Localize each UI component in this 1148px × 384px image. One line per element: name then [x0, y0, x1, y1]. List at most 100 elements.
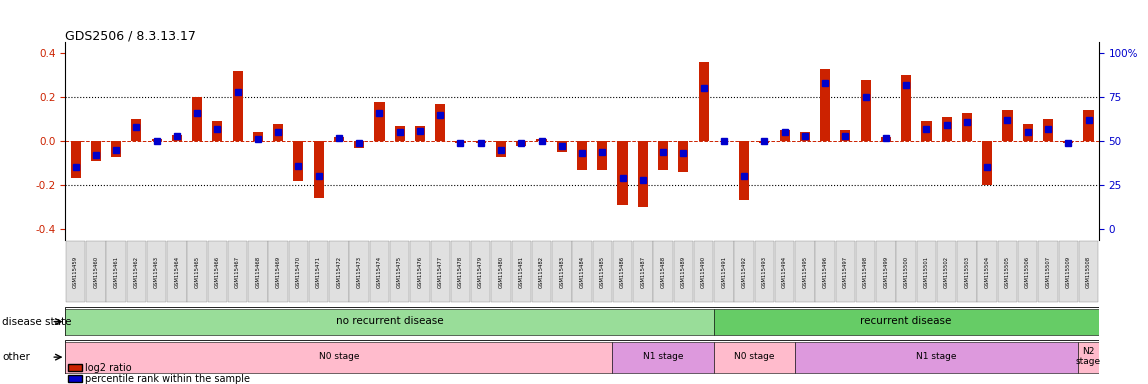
FancyBboxPatch shape — [815, 241, 835, 302]
Text: GSM115480: GSM115480 — [498, 256, 504, 288]
Text: GSM115462: GSM115462 — [134, 256, 139, 288]
Text: GSM115460: GSM115460 — [93, 256, 99, 288]
FancyBboxPatch shape — [65, 307, 1099, 336]
Bar — [861, 79, 870, 141]
Text: GSM115488: GSM115488 — [660, 256, 666, 288]
FancyBboxPatch shape — [269, 241, 288, 302]
FancyBboxPatch shape — [633, 241, 652, 302]
FancyBboxPatch shape — [187, 241, 207, 302]
Bar — [1042, 119, 1053, 141]
Bar — [941, 117, 952, 141]
Text: log2 ratio: log2 ratio — [85, 363, 132, 373]
FancyBboxPatch shape — [836, 241, 855, 302]
Text: N0 stage: N0 stage — [734, 352, 775, 361]
Bar — [435, 104, 445, 141]
Bar — [901, 75, 912, 141]
FancyBboxPatch shape — [471, 241, 490, 302]
Text: N1 stage: N1 stage — [643, 352, 683, 361]
Bar — [557, 141, 567, 152]
Text: GSM115459: GSM115459 — [73, 256, 78, 288]
Text: percentile rank within the sample: percentile rank within the sample — [85, 374, 250, 384]
Text: GSM115492: GSM115492 — [742, 256, 746, 288]
Text: GSM115491: GSM115491 — [721, 256, 727, 288]
Bar — [395, 126, 405, 141]
FancyBboxPatch shape — [410, 241, 429, 302]
Bar — [111, 141, 122, 157]
Text: N1 stage: N1 stage — [916, 352, 956, 361]
Text: GSM115466: GSM115466 — [215, 256, 220, 288]
FancyBboxPatch shape — [390, 241, 410, 302]
Text: GSM115463: GSM115463 — [154, 256, 160, 288]
Bar — [192, 97, 202, 141]
Text: recurrent disease: recurrent disease — [861, 316, 952, 326]
Text: GSM115508: GSM115508 — [1086, 256, 1091, 288]
Text: GSM115468: GSM115468 — [255, 256, 261, 288]
FancyBboxPatch shape — [512, 241, 532, 302]
Text: GSM115500: GSM115500 — [903, 256, 909, 288]
FancyBboxPatch shape — [1058, 241, 1078, 302]
Bar — [91, 141, 101, 161]
FancyBboxPatch shape — [532, 241, 551, 302]
FancyBboxPatch shape — [65, 241, 85, 302]
Bar — [638, 141, 647, 207]
Text: GSM115498: GSM115498 — [863, 256, 868, 288]
FancyBboxPatch shape — [65, 342, 612, 372]
Text: other: other — [2, 352, 30, 362]
FancyBboxPatch shape — [451, 241, 471, 302]
FancyBboxPatch shape — [329, 241, 349, 302]
Text: GSM115464: GSM115464 — [174, 256, 179, 288]
FancyBboxPatch shape — [977, 241, 996, 302]
FancyBboxPatch shape — [126, 241, 146, 302]
FancyBboxPatch shape — [573, 241, 591, 302]
Bar — [253, 132, 263, 141]
Text: GSM115461: GSM115461 — [114, 256, 118, 288]
FancyBboxPatch shape — [897, 241, 916, 302]
Bar — [233, 71, 242, 141]
FancyBboxPatch shape — [228, 241, 247, 302]
FancyBboxPatch shape — [653, 241, 673, 302]
Text: GSM115484: GSM115484 — [580, 256, 584, 288]
Text: GSM115485: GSM115485 — [599, 256, 605, 288]
FancyBboxPatch shape — [775, 241, 794, 302]
Bar — [313, 141, 324, 198]
FancyBboxPatch shape — [349, 241, 369, 302]
FancyBboxPatch shape — [856, 241, 876, 302]
FancyBboxPatch shape — [248, 241, 267, 302]
FancyBboxPatch shape — [714, 241, 734, 302]
FancyBboxPatch shape — [168, 241, 187, 302]
Bar — [618, 141, 628, 205]
Bar — [739, 141, 750, 200]
Bar — [374, 101, 385, 141]
FancyBboxPatch shape — [309, 241, 328, 302]
FancyBboxPatch shape — [754, 241, 774, 302]
Text: GSM115470: GSM115470 — [296, 256, 301, 288]
FancyBboxPatch shape — [957, 241, 977, 302]
FancyBboxPatch shape — [796, 241, 815, 302]
Text: GSM115489: GSM115489 — [681, 256, 685, 288]
Bar — [698, 62, 708, 141]
FancyBboxPatch shape — [491, 241, 511, 302]
FancyBboxPatch shape — [147, 241, 166, 302]
Bar — [983, 141, 992, 185]
FancyBboxPatch shape — [735, 241, 754, 302]
Text: GSM115479: GSM115479 — [479, 256, 483, 288]
Text: GSM115507: GSM115507 — [1046, 256, 1050, 288]
Bar — [294, 141, 303, 181]
FancyBboxPatch shape — [937, 241, 956, 302]
Bar — [962, 113, 972, 141]
Bar — [152, 139, 162, 141]
Text: GSM115493: GSM115493 — [762, 256, 767, 288]
Bar — [517, 141, 526, 146]
Text: GSM115467: GSM115467 — [235, 256, 240, 288]
FancyBboxPatch shape — [674, 241, 693, 302]
Text: GSM115472: GSM115472 — [336, 256, 341, 288]
Text: GSM115477: GSM115477 — [437, 256, 443, 288]
FancyBboxPatch shape — [917, 241, 936, 302]
Bar — [1023, 124, 1033, 141]
FancyBboxPatch shape — [612, 342, 714, 372]
Text: GSM115494: GSM115494 — [782, 256, 788, 288]
Bar — [354, 141, 364, 148]
Text: GSM115495: GSM115495 — [802, 256, 807, 288]
Bar — [475, 141, 486, 143]
Text: GDS2506 / 8.3.13.17: GDS2506 / 8.3.13.17 — [65, 29, 196, 42]
